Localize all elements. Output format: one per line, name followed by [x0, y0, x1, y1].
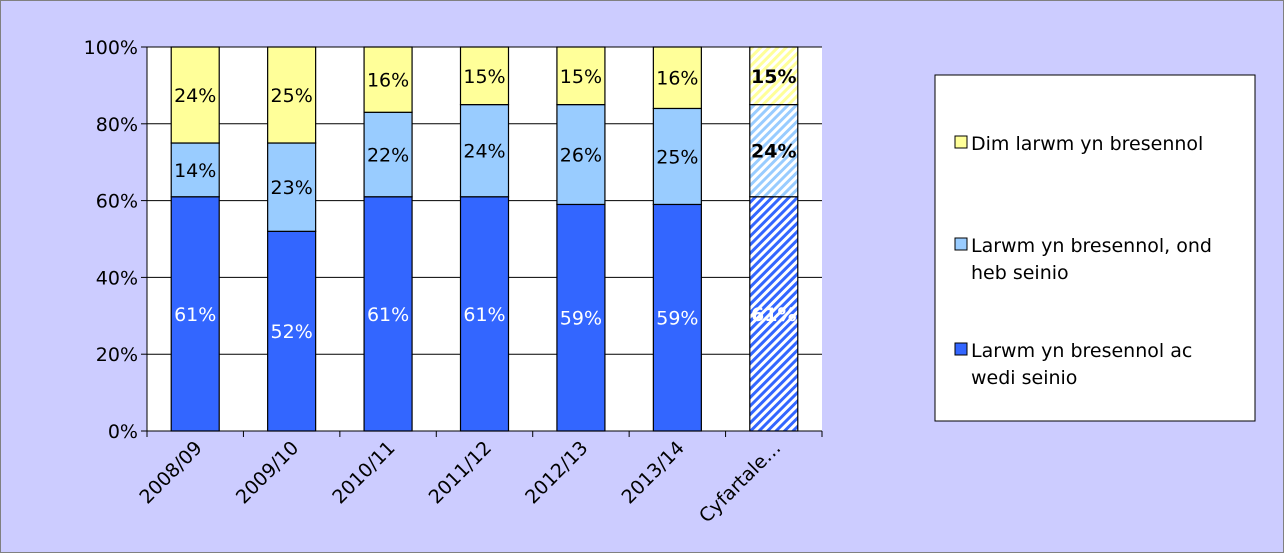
legend-swatch [954, 342, 968, 356]
bar-segment [459, 46, 510, 106]
legend-label: heb seinio [971, 262, 1069, 284]
bar-segment [556, 203, 606, 432]
data-label: 26% [560, 145, 602, 167]
data-label: 61% [174, 304, 216, 326]
data-label: 25% [271, 85, 313, 107]
data-label: 22% [367, 145, 409, 167]
data-label: 23% [271, 177, 313, 199]
legend-label: Larwm yn bresennol, ond [971, 235, 1212, 257]
bar-segment [652, 203, 702, 432]
legend-label: wedi seinio [971, 367, 1077, 389]
data-label: 25% [656, 146, 698, 168]
y-tick-label: 60% [96, 191, 138, 213]
y-tick-label: 20% [96, 344, 138, 366]
legend-box [934, 74, 1256, 422]
bar-segment [267, 230, 317, 432]
bar-segment [170, 196, 220, 432]
bar-segment [749, 196, 799, 432]
legend-swatch [954, 135, 968, 149]
legend-swatch [954, 237, 968, 251]
bar-segment [652, 46, 702, 110]
data-label: 52% [271, 321, 313, 343]
bar-segment [652, 107, 702, 206]
y-tick-label: 40% [96, 267, 138, 289]
data-label: 24% [751, 141, 796, 163]
bar-segment [363, 46, 413, 113]
data-label: 59% [560, 308, 602, 330]
legend-label: Dim larwm yn bresennol [971, 133, 1203, 155]
bar-segment [459, 196, 510, 432]
bar-segment [170, 142, 220, 198]
data-label: 15% [751, 66, 796, 88]
data-label: 15% [463, 66, 505, 88]
data-label: 14% [174, 160, 216, 182]
bar-segment [267, 142, 317, 232]
data-label: 24% [463, 141, 505, 163]
bar-segment [267, 46, 317, 144]
bar-segment [363, 111, 413, 198]
data-label: 16% [656, 68, 698, 90]
data-label: 16% [367, 70, 409, 92]
data-label: 61% [751, 304, 796, 326]
y-tick-label: 0% [108, 421, 138, 443]
bar-segment [749, 46, 799, 106]
y-tick-label: 100% [84, 37, 138, 59]
bar-segment [459, 103, 510, 198]
data-label: 61% [367, 304, 409, 326]
bar-segment [170, 46, 220, 144]
data-label: 59% [656, 308, 698, 330]
bar-segment [363, 196, 413, 432]
bar-segment [556, 46, 606, 106]
y-tick-label: 80% [96, 114, 138, 136]
legend-label: Larwm yn bresennol ac [971, 340, 1192, 362]
data-label: 24% [174, 85, 216, 107]
data-label: 61% [463, 304, 505, 326]
bar-segment [556, 103, 606, 206]
data-label: 15% [560, 66, 602, 88]
